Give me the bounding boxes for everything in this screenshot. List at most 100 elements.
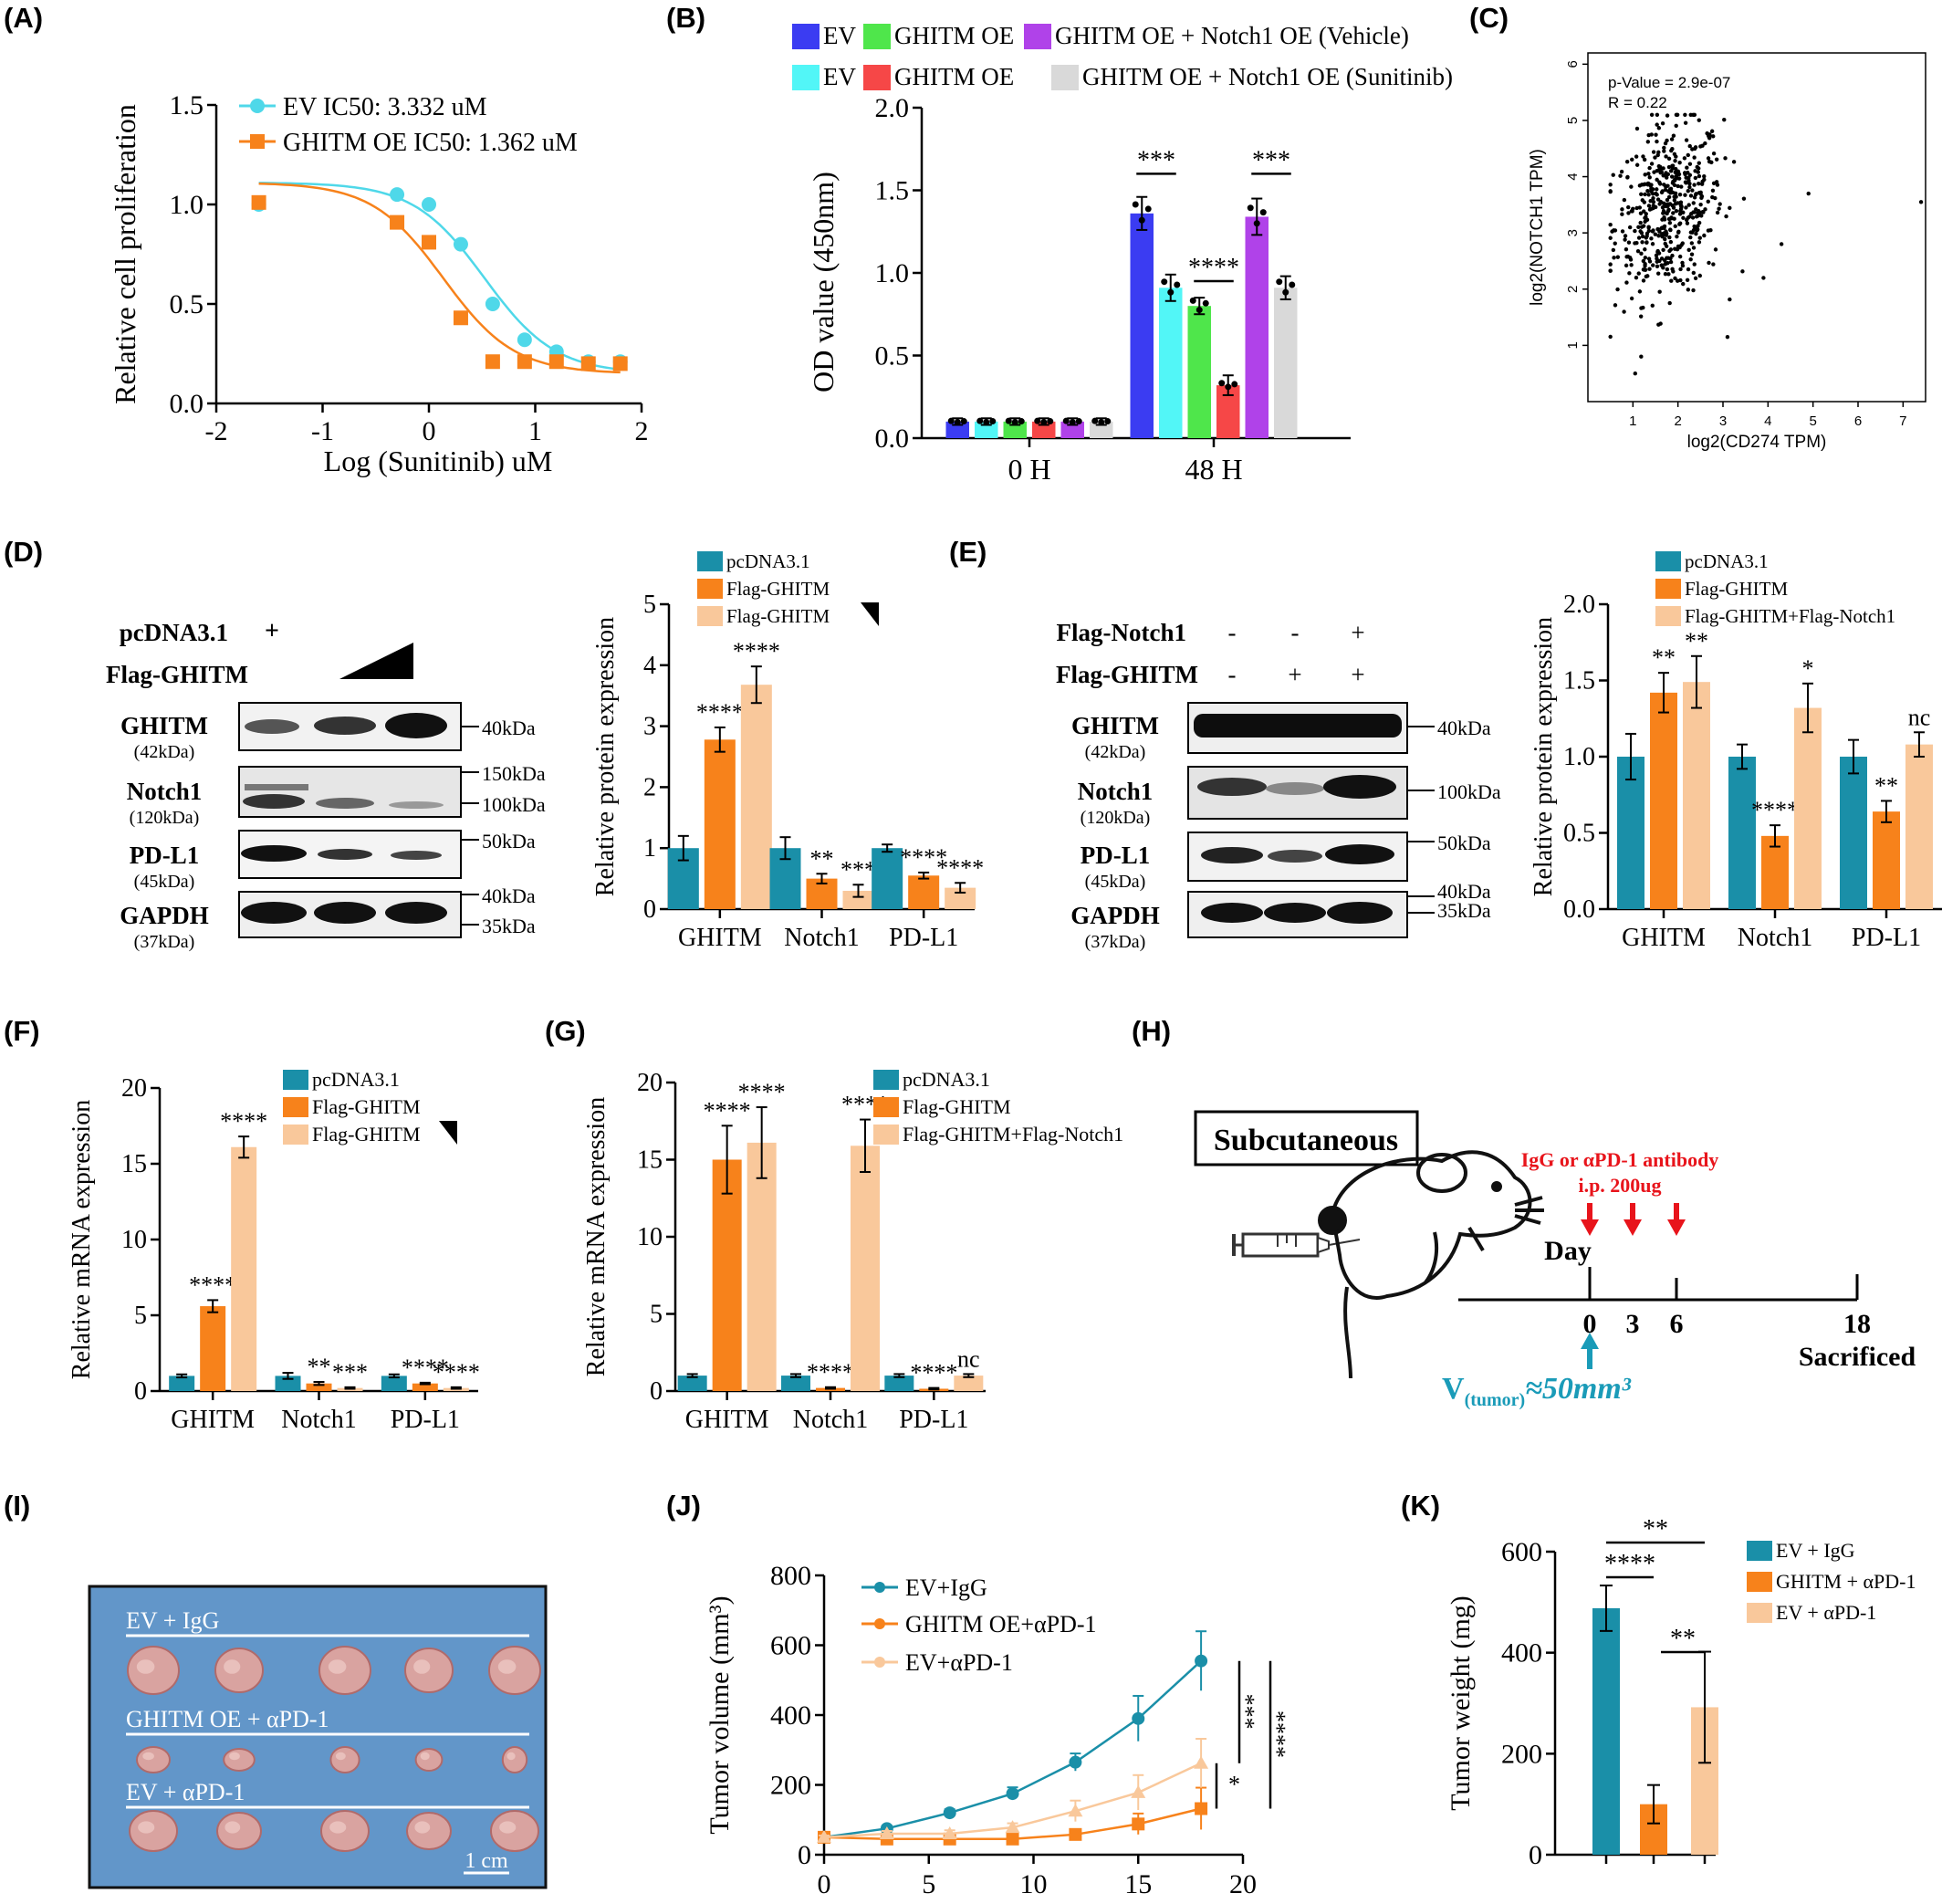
data-point	[1691, 246, 1697, 250]
data-point	[1006, 1787, 1019, 1801]
panel-label-d: (D)	[4, 536, 43, 568]
data-point	[1626, 240, 1632, 245]
replicate-dot	[1202, 299, 1209, 307]
data-point	[1622, 309, 1626, 314]
data-point	[1624, 159, 1630, 164]
legend-swatch	[283, 1125, 308, 1145]
data-point	[1647, 175, 1652, 180]
panel-label-j: (J)	[666, 1490, 701, 1522]
data-point	[1629, 263, 1634, 267]
bar	[1761, 835, 1789, 909]
chart-a-dose-response: 0.0 0.5 1.0 1.5 -2 -1 0 1 2 Log (Sunitinib) uM Rel…	[109, 90, 649, 477]
data-point	[1655, 177, 1659, 183]
legend-label: Flag-GHITM+Flag-Notch1	[903, 1123, 1123, 1146]
y-tick-label: 5	[134, 1302, 147, 1330]
bar	[1728, 757, 1756, 909]
significance-label: ****	[936, 854, 984, 881]
data-point	[1677, 212, 1683, 216]
legend-swatch	[863, 65, 891, 90]
data-point	[517, 354, 532, 370]
tumor-highlight	[420, 1752, 430, 1761]
tumor-specimen	[414, 1748, 444, 1772]
data-point	[1625, 174, 1630, 180]
data-point	[1639, 251, 1644, 256]
blot-d-band	[241, 845, 307, 862]
replicate-dot	[1167, 288, 1175, 296]
legend-label: Flag-GHITM	[726, 578, 830, 600]
data-point	[1665, 172, 1671, 177]
legend-swatch	[1655, 579, 1681, 599]
data-point	[1711, 181, 1717, 186]
bar	[275, 1376, 301, 1391]
data-point	[1723, 156, 1728, 161]
data-point	[1650, 187, 1655, 192]
legend-swatch	[697, 579, 723, 599]
data-point	[612, 356, 628, 371]
data-point	[1687, 184, 1692, 190]
data-point	[485, 297, 500, 311]
data-point	[1655, 271, 1661, 276]
blot-d-band	[391, 851, 442, 860]
tumor-volume-label: V(tumor)≈50mm³	[1442, 1372, 1632, 1410]
tumor-specimen	[136, 1746, 171, 1773]
data-point	[1646, 182, 1652, 186]
blot-e-band-notch1: Notch1	[1078, 778, 1154, 805]
data-point	[1623, 237, 1627, 242]
replicate-dot	[976, 417, 984, 424]
data-point	[1631, 206, 1635, 212]
significance-label: **	[1643, 1515, 1668, 1543]
subcutaneous-label: Subcutaneous	[1214, 1124, 1398, 1157]
blot-e-sign: +	[1288, 661, 1301, 688]
data-point	[1624, 247, 1629, 252]
data-point	[1682, 156, 1687, 161]
chart-k-tumor-weight: 0 200 400 600 Tumor weight (mg) EV + IgG GHITM…	[1446, 1515, 1916, 1870]
legend-label: EV+αPD-1	[905, 1649, 1013, 1676]
photo-row-label: EV + IgG	[126, 1607, 219, 1634]
significance-label: ***	[1240, 1694, 1267, 1730]
data-point	[1686, 203, 1691, 207]
data-point	[1697, 220, 1702, 225]
significance-label: **	[308, 1354, 331, 1380]
legend-label: GHITM OE + Notch1 OE (Sunitinib)	[1082, 63, 1453, 90]
data-point	[1680, 260, 1685, 266]
data-point	[1620, 207, 1624, 212]
y-axis-label: Relative mRNA expression	[582, 1097, 611, 1376]
data-point	[1674, 123, 1678, 128]
data-point	[1676, 201, 1680, 205]
replicate-dot	[1005, 417, 1012, 424]
data-point	[1697, 118, 1701, 122]
data-point	[1634, 154, 1639, 159]
replicate-dot	[1231, 381, 1238, 388]
data-point	[1655, 168, 1659, 173]
x-tick-label: 15	[1124, 1869, 1152, 1899]
bar	[1060, 421, 1084, 438]
data-point	[453, 236, 468, 252]
data-point	[1649, 162, 1655, 166]
tumor-specimen	[320, 1810, 370, 1852]
legend-label: pcDNA3.1	[903, 1068, 990, 1091]
y-tick-label: 1.0	[170, 190, 204, 220]
blot-e-band-gapdh: GAPDH	[1070, 902, 1160, 929]
data-point	[1615, 287, 1620, 292]
data-point	[1660, 189, 1665, 194]
data-point	[1668, 256, 1673, 261]
injection-arrow-icon	[1624, 1203, 1642, 1236]
y-tick-label: 600	[1501, 1537, 1542, 1567]
data-point	[1655, 187, 1659, 192]
data-point	[1740, 269, 1745, 274]
data-point	[1658, 168, 1663, 173]
data-point	[1651, 195, 1655, 201]
data-point	[1655, 256, 1659, 261]
y-tick-label: 4	[1565, 173, 1581, 180]
blot-d-band	[318, 849, 372, 860]
data-point	[1675, 235, 1679, 239]
data-point	[1629, 296, 1634, 301]
photo-row-label: EV + αPD-1	[126, 1779, 245, 1805]
data-point	[1655, 139, 1659, 144]
data-point	[1657, 202, 1662, 206]
legend-marker	[250, 99, 265, 113]
tumor-highlight	[413, 1659, 431, 1674]
data-point	[1643, 173, 1647, 177]
data-point	[1610, 229, 1614, 234]
